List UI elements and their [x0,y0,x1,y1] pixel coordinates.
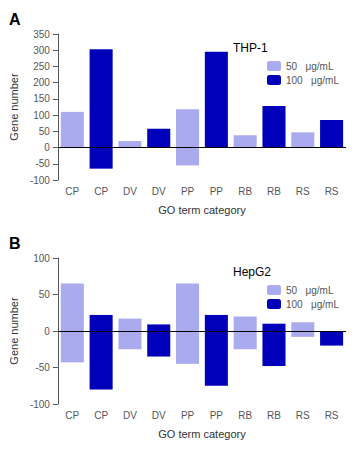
svg-text:PP: PP [210,186,224,197]
svg-text:50: 50 [39,289,51,300]
svg-text:HepG2: HepG2 [233,265,271,279]
svg-text:DV: DV [152,186,166,197]
svg-text:100 μg/mL: 100 μg/mL [286,299,339,310]
svg-text:-100: -100 [30,175,50,186]
svg-text:GO term category: GO term category [158,428,246,440]
svg-text:DV: DV [152,410,166,421]
svg-text:PP: PP [181,186,195,197]
svg-text:CP: CP [94,186,108,197]
svg-text:50 μg/mL: 50 μg/mL [286,61,334,72]
svg-text:THP-1: THP-1 [233,41,268,55]
svg-text:PP: PP [181,410,195,421]
svg-text:0: 0 [44,142,50,153]
svg-text:200: 200 [33,77,50,88]
svg-text:RS: RS [296,410,310,421]
svg-text:0: 0 [44,326,50,337]
svg-text:RS: RS [325,186,339,197]
svg-text:CP: CP [94,410,108,421]
svg-text:RB: RB [238,410,252,421]
svg-text:DV: DV [123,410,137,421]
svg-text:150: 150 [33,93,50,104]
svg-text:CP: CP [65,186,79,197]
svg-text:A: A [9,11,21,28]
svg-text:RB: RB [238,186,252,197]
svg-text:B: B [9,235,21,252]
svg-text:PP: PP [210,410,224,421]
svg-text:Gene number: Gene number [8,297,20,365]
svg-text:300: 300 [33,45,50,56]
svg-text:350: 350 [33,29,50,40]
svg-text:RS: RS [325,410,339,421]
svg-text:CP: CP [65,410,79,421]
svg-text:50 μg/mL: 50 μg/mL [286,285,334,296]
svg-text:DV: DV [123,186,137,197]
svg-text:50: 50 [39,126,51,137]
svg-text:Gene number: Gene number [8,73,20,141]
svg-text:RB: RB [267,410,281,421]
svg-text:-50: -50 [35,362,50,373]
svg-text:GO term category: GO term category [158,204,246,216]
svg-text:RS: RS [296,186,310,197]
svg-text:250: 250 [33,61,50,72]
svg-text:-100: -100 [30,399,50,410]
svg-text:RB: RB [267,186,281,197]
svg-text:100: 100 [33,110,50,121]
svg-text:100: 100 [33,253,50,264]
svg-text:-50: -50 [35,158,50,169]
svg-text:100 μg/mL: 100 μg/mL [286,75,339,86]
